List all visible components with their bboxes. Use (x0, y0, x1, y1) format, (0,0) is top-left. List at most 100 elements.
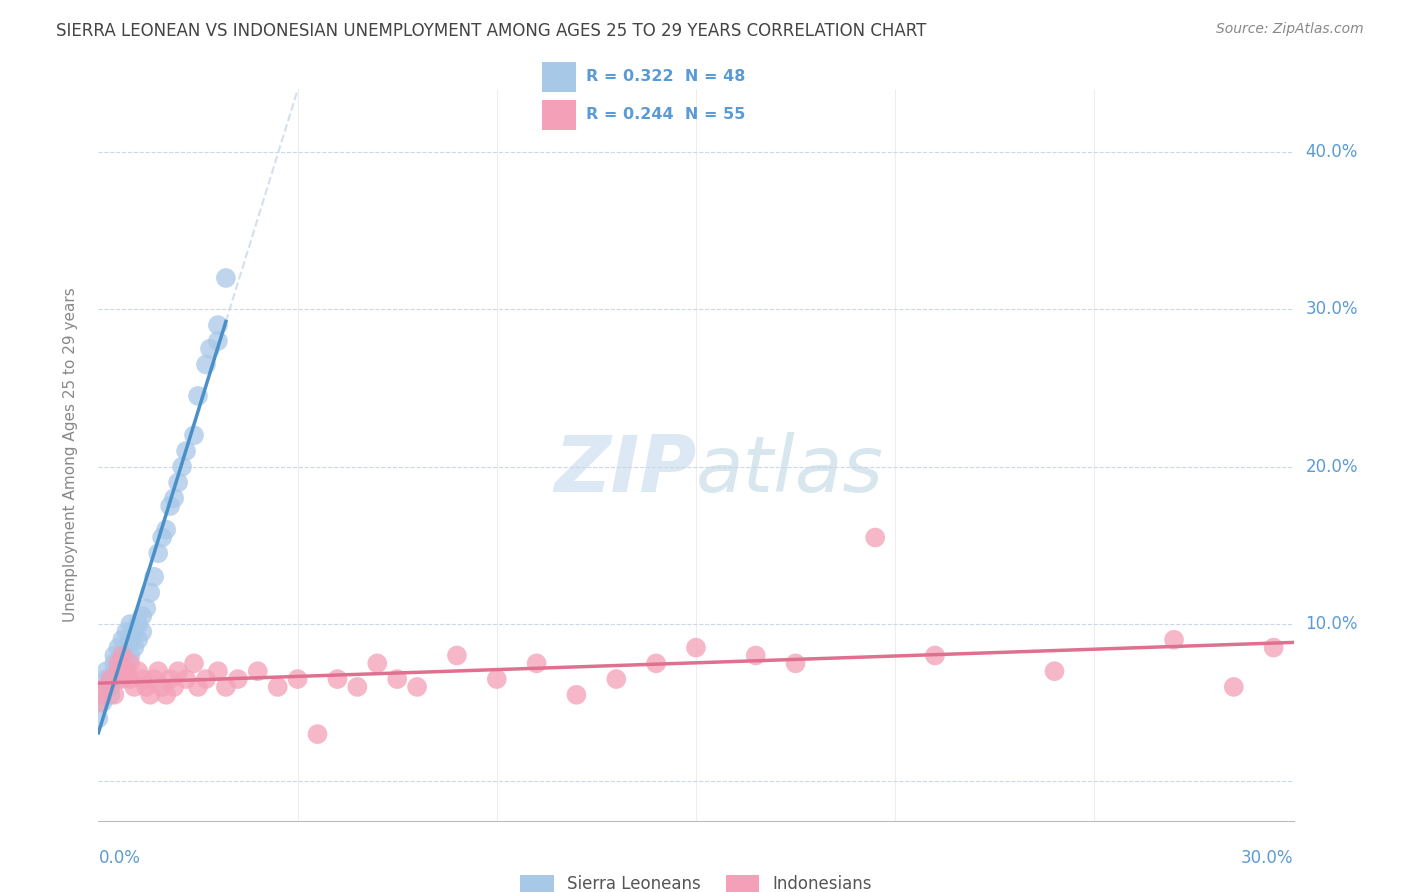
Point (207, 334, 229, 348)
Point (150, 680, 173, 694)
Legend: Sierra Leoneans, Indonesians: Sierra Leoneans, Indonesians (513, 869, 879, 892)
Point (124, 624, 146, 639)
Text: R = 0.244  N = 55: R = 0.244 N = 55 (586, 107, 745, 122)
Point (167, 475, 190, 490)
Point (115, 640, 138, 655)
Point (98, 672, 122, 686)
Text: 0.0%: 0.0% (98, 849, 141, 867)
Point (111, 648, 134, 663)
Point (194, 358, 218, 372)
Point (207, 664, 229, 678)
Point (194, 672, 218, 686)
Point (135, 680, 157, 694)
Point (107, 672, 129, 686)
Point (91, 696, 114, 710)
Point (98, 672, 122, 686)
Text: 30.0%: 30.0% (1241, 849, 1294, 867)
Point (174, 444, 197, 458)
Point (103, 648, 125, 663)
Point (1222, 680, 1246, 694)
Point (115, 664, 138, 678)
Text: atlas: atlas (696, 432, 884, 508)
Point (111, 672, 134, 686)
Point (127, 632, 149, 647)
Point (111, 648, 134, 663)
Point (215, 680, 238, 694)
Point (155, 523, 177, 537)
Point (91, 688, 114, 702)
Point (346, 680, 368, 694)
Point (187, 389, 209, 403)
Point (267, 680, 290, 694)
Point (174, 672, 197, 686)
Point (183, 428, 205, 442)
Point (107, 657, 129, 671)
Point (107, 657, 129, 671)
Point (287, 672, 309, 686)
Point (159, 499, 181, 513)
Text: 30.0%: 30.0% (1305, 301, 1358, 318)
Point (96, 664, 118, 678)
Point (111, 664, 134, 678)
Point (87, 711, 110, 725)
Point (685, 640, 707, 655)
Point (135, 601, 157, 615)
Point (207, 318, 229, 333)
Text: ZIP: ZIP (554, 432, 696, 508)
Point (111, 632, 134, 647)
Point (124, 640, 146, 655)
Point (1263, 640, 1285, 655)
Point (139, 688, 162, 702)
Point (98, 688, 122, 702)
Point (1043, 664, 1066, 678)
Point (120, 672, 142, 686)
Point (172, 459, 194, 474)
Text: Source: ZipAtlas.com: Source: ZipAtlas.com (1216, 22, 1364, 37)
Point (565, 688, 588, 702)
Point (139, 585, 162, 599)
Point (198, 342, 221, 356)
Point (326, 672, 349, 686)
Point (107, 640, 129, 655)
Point (150, 531, 173, 545)
Point (385, 672, 409, 686)
Point (131, 672, 153, 686)
Point (183, 657, 205, 671)
Point (98, 680, 122, 694)
Point (406, 680, 429, 694)
Point (785, 657, 807, 671)
Point (187, 680, 209, 694)
FancyBboxPatch shape (543, 62, 576, 92)
Point (107, 664, 129, 678)
Point (127, 664, 149, 678)
Point (91, 688, 114, 702)
Point (120, 657, 142, 671)
FancyBboxPatch shape (543, 100, 576, 130)
Point (745, 648, 768, 663)
Point (155, 688, 177, 702)
Point (226, 672, 249, 686)
Point (96, 680, 118, 694)
Point (120, 632, 142, 647)
Point (115, 624, 138, 639)
Point (526, 657, 548, 671)
Text: 20.0%: 20.0% (1305, 458, 1358, 475)
Point (131, 624, 153, 639)
Point (446, 648, 468, 663)
Point (167, 664, 190, 678)
Point (246, 664, 269, 678)
Point (148, 546, 170, 560)
Text: R = 0.322  N = 48: R = 0.322 N = 48 (586, 69, 745, 84)
Point (96, 672, 118, 686)
Point (215, 271, 238, 285)
Point (163, 491, 186, 505)
Point (103, 664, 125, 678)
Point (148, 664, 170, 678)
Point (103, 657, 125, 671)
Point (605, 672, 627, 686)
Point (143, 672, 166, 686)
Point (159, 672, 181, 686)
Point (124, 680, 146, 694)
Point (485, 672, 508, 686)
Point (96, 680, 118, 694)
